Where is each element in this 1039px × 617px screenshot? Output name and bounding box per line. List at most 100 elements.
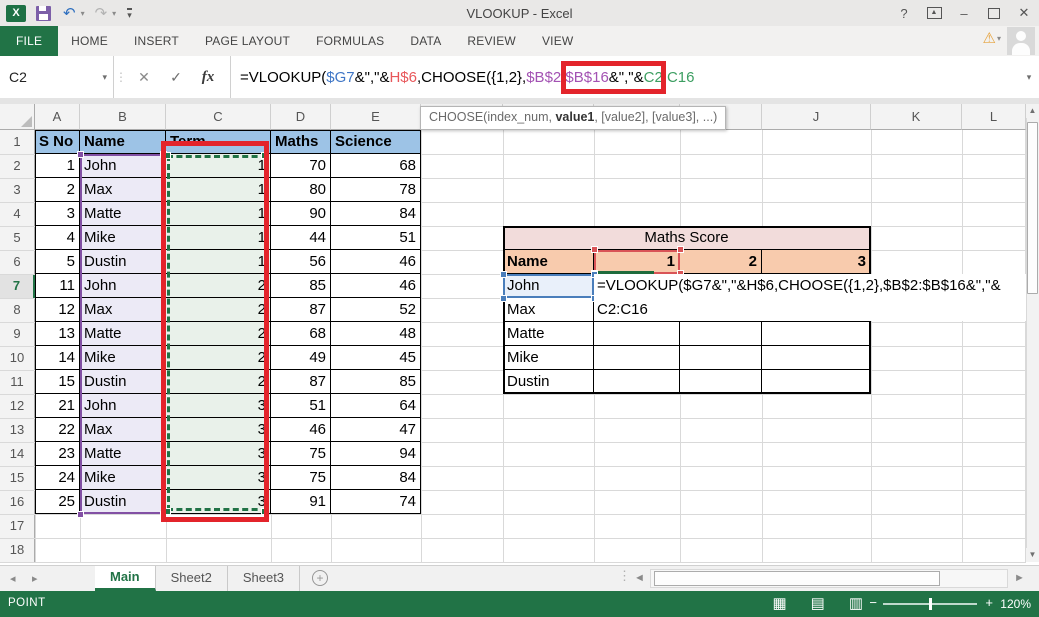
cell-B6[interactable]: Dustin (80, 250, 166, 274)
ribbon-tab-home[interactable]: HOME (71, 34, 108, 48)
ribbon-tab-data[interactable]: DATA (410, 34, 442, 48)
column-header-J[interactable]: J (762, 104, 871, 130)
cell-A16[interactable]: 25 (35, 490, 80, 514)
row-header-7[interactable]: 7 (0, 274, 35, 298)
cell-D13[interactable]: 46 (271, 418, 331, 442)
cell-A1[interactable]: S No (35, 130, 80, 154)
zoom-out-button[interactable]: − (869, 595, 877, 610)
row-header-10[interactable]: 10 (0, 346, 35, 370)
select-all-corner[interactable] (0, 104, 35, 130)
cell-C6[interactable]: 1 (166, 250, 271, 274)
normal-view-icon[interactable]: ▦ (772, 595, 787, 612)
cell-D12[interactable]: 51 (271, 394, 331, 418)
ribbon-tab-review[interactable]: REVIEW (467, 34, 516, 48)
cell-C16[interactable]: 3 (166, 490, 271, 514)
cell-J10[interactable] (762, 346, 871, 370)
sheet-nav-right-icon[interactable]: ▸ (32, 573, 38, 585)
cell-H11[interactable] (594, 370, 680, 394)
help-button[interactable]: ? (900, 5, 908, 21)
cell-C7[interactable]: 2 (166, 274, 271, 298)
row-header-11[interactable]: 11 (0, 370, 35, 394)
cell-J6[interactable]: 3 (762, 250, 871, 274)
page-break-preview-view-icon[interactable]: ▥ (848, 595, 863, 612)
close-button[interactable]: ✕ (1018, 5, 1030, 20)
cell-A5[interactable]: 4 (35, 226, 80, 250)
cell-D6[interactable]: 56 (271, 250, 331, 274)
column-header-K[interactable]: K (871, 104, 962, 130)
cell-A10[interactable]: 14 (35, 346, 80, 370)
column-header-D[interactable]: D (271, 104, 331, 130)
hscroll-left-icon[interactable]: ◄ (634, 572, 645, 584)
row-header-16[interactable]: 16 (0, 490, 35, 514)
cell-G7[interactable]: John (503, 274, 594, 298)
vscroll-down-icon[interactable]: ▼ (1026, 548, 1039, 562)
cell-C4[interactable]: 1 (166, 202, 271, 226)
cell-B4[interactable]: Matte (80, 202, 166, 226)
cell-edit-line2[interactable]: C2:C16 (597, 301, 648, 318)
cell-J11[interactable] (762, 370, 871, 394)
page-layout-view-icon[interactable]: ▤ (810, 595, 825, 612)
cell-C1[interactable]: Term (166, 130, 271, 154)
cell-B1[interactable]: Name (80, 130, 166, 154)
cell-A3[interactable]: 2 (35, 178, 80, 202)
cell-B13[interactable]: Max (80, 418, 166, 442)
row-header-12[interactable]: 12 (0, 394, 35, 418)
redo-icon[interactable]: ↷ (94, 4, 108, 22)
redo-dropdown-icon[interactable]: ▾ (112, 8, 117, 18)
cell-H9[interactable] (594, 322, 680, 346)
cell-A4[interactable]: 3 (35, 202, 80, 226)
cell-E8[interactable]: 52 (331, 298, 421, 322)
cell-E2[interactable]: 68 (331, 154, 421, 178)
cell-E11[interactable]: 85 (331, 370, 421, 394)
cell-C12[interactable]: 3 (166, 394, 271, 418)
cell-D14[interactable]: 75 (271, 442, 331, 466)
row-header-5[interactable]: 5 (0, 226, 35, 250)
row-header-2[interactable]: 2 (0, 154, 35, 178)
cell-C10[interactable]: 2 (166, 346, 271, 370)
cell-C3[interactable]: 1 (166, 178, 271, 202)
cell-H6[interactable]: 1 (594, 250, 680, 274)
cell-D9[interactable]: 68 (271, 322, 331, 346)
cell-B9[interactable]: Matte (80, 322, 166, 346)
cell-E1[interactable]: Science (331, 130, 421, 154)
save-icon[interactable] (36, 5, 51, 21)
zoom-slider[interactable] (883, 598, 977, 610)
cell-E12[interactable]: 64 (331, 394, 421, 418)
cell-D5[interactable]: 44 (271, 226, 331, 250)
row-header-18[interactable]: 18 (0, 538, 35, 562)
column-header-A[interactable]: A (35, 104, 80, 130)
warning-dropdown-icon[interactable]: ▾ (996, 33, 1001, 43)
cell-edit-line1[interactable]: =VLOOKUP($G7&","&H$6,CHOOSE({1,2},$B$2:$… (597, 277, 1001, 294)
row-header-17[interactable]: 17 (0, 514, 35, 538)
cell-A13[interactable]: 22 (35, 418, 80, 442)
row-header-9[interactable]: 9 (0, 322, 35, 346)
zoom-slider-thumb[interactable] (929, 598, 932, 610)
cell-I9[interactable] (680, 322, 762, 346)
cell-I6[interactable]: 2 (680, 250, 762, 274)
ribbon-display-options-button[interactable]: ▲ (919, 0, 949, 26)
cell-E5[interactable]: 51 (331, 226, 421, 250)
customize-quick-access-icon[interactable]: ▾ (127, 7, 132, 20)
cell-B8[interactable]: Max (80, 298, 166, 322)
maximize-button[interactable] (979, 0, 1009, 26)
formula-input[interactable]: =VLOOKUP($G7 &","& H$6 ,CHOOSE({1,2}, $B$2:$… (231, 56, 1019, 98)
undo-icon[interactable]: ↶ (63, 4, 76, 22)
ribbon-tab-view[interactable]: VIEW (541, 34, 574, 48)
cell-E14[interactable]: 94 (331, 442, 421, 466)
cell-D11[interactable]: 87 (271, 370, 331, 394)
new-sheet-button[interactable]: + (312, 570, 328, 586)
cell-A15[interactable]: 24 (35, 466, 80, 490)
cell-A7[interactable]: 11 (35, 274, 80, 298)
cell-D2[interactable]: 70 (271, 154, 331, 178)
cell-I11[interactable] (680, 370, 762, 394)
cell-D3[interactable]: 80 (271, 178, 331, 202)
cell-B3[interactable]: Max (80, 178, 166, 202)
cell-B11[interactable]: Dustin (80, 370, 166, 394)
excel-logo-icon[interactable]: X (6, 4, 26, 22)
cell-B10[interactable]: Mike (80, 346, 166, 370)
cell-H10[interactable] (594, 346, 680, 370)
cell-A9[interactable]: 13 (35, 322, 80, 346)
cell-E6[interactable]: 46 (331, 250, 421, 274)
cell-G6[interactable]: Name (503, 250, 594, 274)
ribbon-tab-insert[interactable]: INSERT (133, 34, 179, 48)
